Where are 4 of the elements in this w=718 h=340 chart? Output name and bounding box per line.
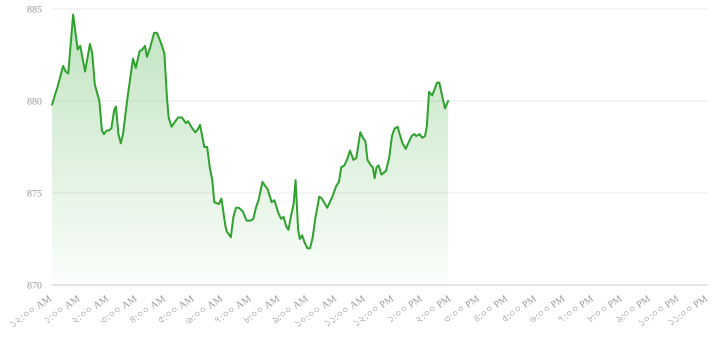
y-tick-label: 870 [27,280,42,292]
y-tick-label: 875 [27,188,42,200]
y-tick-label: 880 [27,96,42,108]
y-tick-label: 885 [27,4,42,16]
